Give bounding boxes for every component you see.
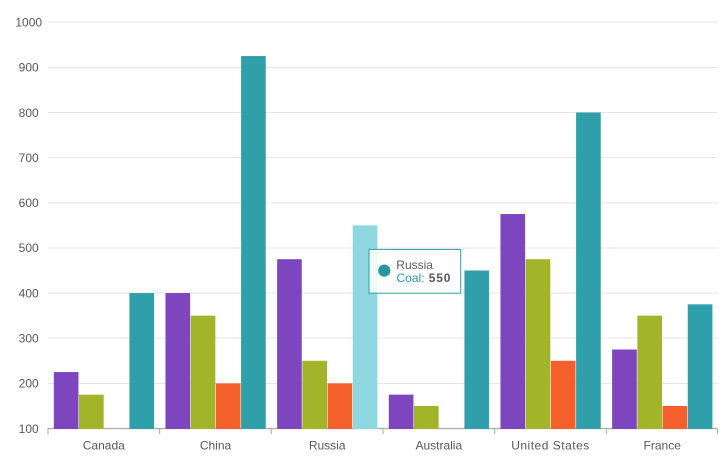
svg-text:900: 900 xyxy=(19,61,39,75)
svg-text:300: 300 xyxy=(19,332,39,346)
svg-text:100: 100 xyxy=(19,422,39,436)
svg-text:400: 400 xyxy=(19,286,39,300)
svg-text:Canada: Canada xyxy=(83,439,125,453)
svg-text:China: China xyxy=(200,439,232,453)
svg-text:550: 550 xyxy=(429,271,451,285)
svg-text:Australia: Australia xyxy=(415,439,462,453)
svg-text:500: 500 xyxy=(19,241,39,255)
svg-text:200: 200 xyxy=(19,377,39,391)
svg-text:800: 800 xyxy=(19,106,39,120)
svg-text:1000: 1000 xyxy=(15,16,42,30)
svg-text:700: 700 xyxy=(19,151,39,165)
svg-text:Coal:: Coal: xyxy=(397,271,425,285)
svg-text:Russia: Russia xyxy=(396,258,433,272)
svg-text:Russia: Russia xyxy=(309,439,346,453)
svg-text:600: 600 xyxy=(19,196,39,210)
svg-text:United States: United States xyxy=(511,439,590,453)
svg-text:France: France xyxy=(644,439,682,453)
